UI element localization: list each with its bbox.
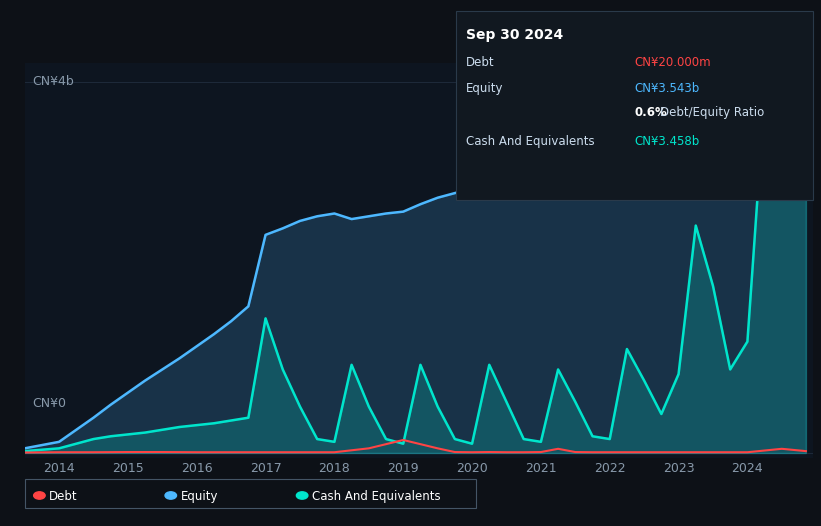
Text: CN¥20.000m: CN¥20.000m	[635, 56, 711, 69]
Text: CN¥0: CN¥0	[33, 397, 67, 410]
Text: Equity: Equity	[181, 490, 218, 503]
Text: Debt: Debt	[466, 56, 494, 69]
Text: Debt: Debt	[49, 490, 78, 503]
Text: CN¥3.458b: CN¥3.458b	[635, 135, 699, 148]
Text: Equity: Equity	[466, 82, 503, 95]
Text: Sep 30 2024: Sep 30 2024	[466, 28, 562, 43]
Text: Cash And Equivalents: Cash And Equivalents	[466, 135, 594, 148]
Text: CN¥3.543b: CN¥3.543b	[635, 82, 699, 95]
Text: 0.6%: 0.6%	[635, 106, 667, 119]
Text: Cash And Equivalents: Cash And Equivalents	[312, 490, 441, 503]
Text: Debt/Equity Ratio: Debt/Equity Ratio	[661, 106, 764, 119]
Text: CN¥4b: CN¥4b	[33, 75, 74, 88]
